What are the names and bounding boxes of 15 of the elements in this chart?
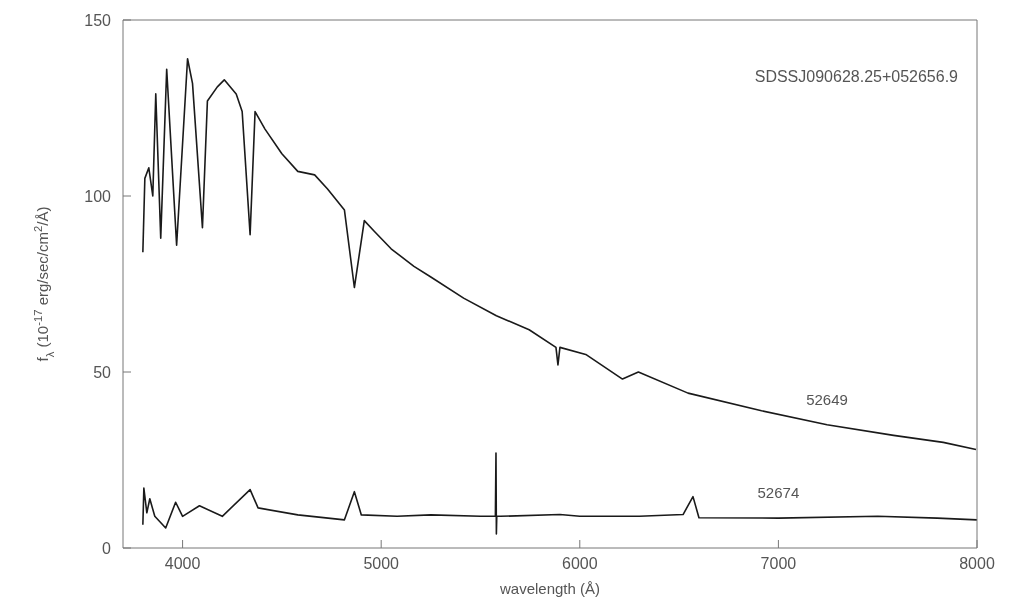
y-tick-label: 150 — [84, 11, 112, 29]
x-tick-label: 5000 — [363, 555, 400, 573]
x-axis-title: wavelength (Å) — [498, 580, 601, 597]
y-tick-label: 0 — [102, 539, 112, 557]
y-tick-label: 50 — [93, 363, 112, 381]
series-label: 52649 — [806, 390, 848, 408]
x-tick-label: 7000 — [760, 555, 797, 573]
line-series — [142, 452, 977, 535]
series-label: 52674 — [757, 484, 800, 502]
y-tick-label: 100 — [84, 187, 112, 205]
x-tick-label: 6000 — [561, 555, 598, 573]
annotation: SDSSJ090628.25+052656.9 — [754, 68, 958, 86]
x-tick-label: 4000 — [164, 555, 201, 573]
x-tick-label: 8000 — [959, 555, 995, 573]
line-series — [142, 57, 977, 451]
